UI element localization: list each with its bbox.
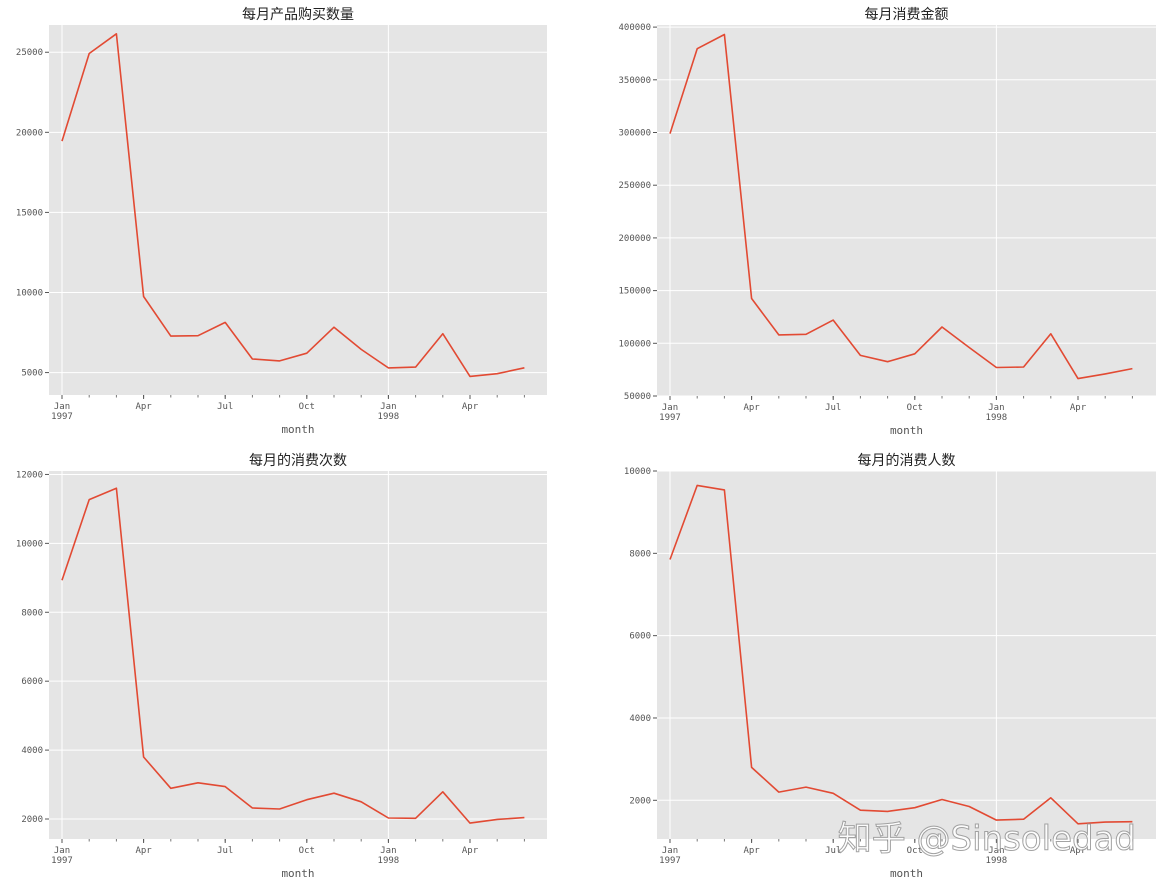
x-tick-year-label: 1997: [51, 412, 73, 422]
y-tick-label: 10000: [16, 288, 43, 298]
x-tick-label: Jan: [662, 403, 678, 413]
x-tick-year-label: 1997: [659, 856, 681, 866]
y-tick-label: 10000: [16, 539, 43, 549]
y-tick-label: 4000: [629, 714, 651, 724]
series-line: [61, 487, 525, 824]
x-tick-label: Apr: [462, 846, 479, 856]
x-tick-label: Oct: [907, 403, 923, 413]
x-tick-label: Apr: [1070, 846, 1087, 856]
y-tick-label: 12000: [16, 470, 43, 480]
x-tick-label: Apr: [135, 402, 152, 412]
y-tick-label: 10000: [624, 467, 651, 477]
y-tick-label: 5000: [21, 369, 43, 379]
x-tick-year-label: 1998: [378, 412, 400, 422]
x-tick-label: Oct: [299, 846, 315, 856]
x-tick-label: Apr: [1070, 403, 1087, 413]
x-tick-label: Jul: [217, 402, 233, 412]
series-line: [61, 32, 525, 378]
y-tick-label: 20000: [16, 128, 43, 138]
x-tick-label: Jan: [662, 846, 678, 856]
y-tick-label: 50000: [624, 392, 651, 402]
y-tick-label: 6000: [629, 632, 651, 642]
y-tick-label: 250000: [618, 181, 651, 191]
series-line: [669, 484, 1133, 825]
y-tick-label: 400000: [618, 23, 651, 33]
x-tick-label: Oct: [299, 402, 315, 412]
x-tick-label: Jul: [825, 846, 841, 856]
x-tick-year-label: 1998: [986, 413, 1008, 423]
y-tick-label: 300000: [618, 129, 651, 139]
y-tick-label: 100000: [618, 339, 651, 349]
x-tick-label: Oct: [907, 846, 923, 856]
x-axis-label: month: [281, 867, 314, 880]
x-tick-label: Jan: [54, 846, 70, 856]
y-tick-label: 15000: [16, 208, 43, 218]
y-tick-label: 4000: [21, 746, 43, 756]
x-tick-label: Apr: [135, 846, 152, 856]
x-tick-label: Jan: [988, 403, 1004, 413]
chart-title: 每月的消费次数: [249, 453, 347, 469]
chart-title: 每月的消费人数: [858, 453, 956, 469]
x-tick-year-label: 1997: [659, 413, 681, 423]
x-tick-label: Apr: [743, 846, 760, 856]
y-tick-label: 200000: [618, 234, 651, 244]
plot-area: [657, 25, 1156, 396]
series-line: [669, 33, 1133, 380]
y-tick-label: 350000: [618, 76, 651, 86]
x-tick-year-label: 1997: [51, 856, 73, 866]
y-tick-label: 6000: [21, 677, 43, 687]
y-tick-label: 2000: [21, 815, 43, 825]
x-tick-label: Jan: [988, 846, 1004, 856]
x-tick-label: Jul: [217, 846, 233, 856]
x-tick-label: Apr: [743, 403, 760, 413]
x-axis-label: month: [890, 424, 923, 437]
plot-area: [49, 25, 547, 395]
x-tick-label: Jan: [380, 846, 396, 856]
chart-title: 每月消费金额: [865, 7, 949, 23]
y-tick-label: 2000: [629, 796, 651, 806]
chart-panel-2: 50000 100000 150000 200000 250000 300000 35000…: [618, 7, 1156, 437]
plot-area: [657, 471, 1156, 839]
x-tick-label: Apr: [462, 402, 479, 412]
plot-area: [49, 471, 547, 839]
x-tick-label: Jan: [54, 402, 70, 412]
y-tick-label: 8000: [629, 549, 651, 559]
y-tick-label: 150000: [618, 287, 651, 297]
chart-title: 每月产品购买数量: [242, 7, 354, 23]
x-axis-label: month: [281, 423, 314, 436]
x-tick-label: Jul: [825, 403, 841, 413]
x-tick-year-label: 1998: [378, 856, 400, 866]
x-tick-year-label: 1998: [986, 856, 1008, 866]
y-tick-label: 8000: [21, 608, 43, 618]
x-tick-label: Jan: [380, 402, 396, 412]
watermark-text: 知乎 @Sinsoledad: [838, 819, 1136, 859]
y-tick-label: 25000: [16, 48, 43, 58]
x-axis-label: month: [890, 867, 923, 880]
